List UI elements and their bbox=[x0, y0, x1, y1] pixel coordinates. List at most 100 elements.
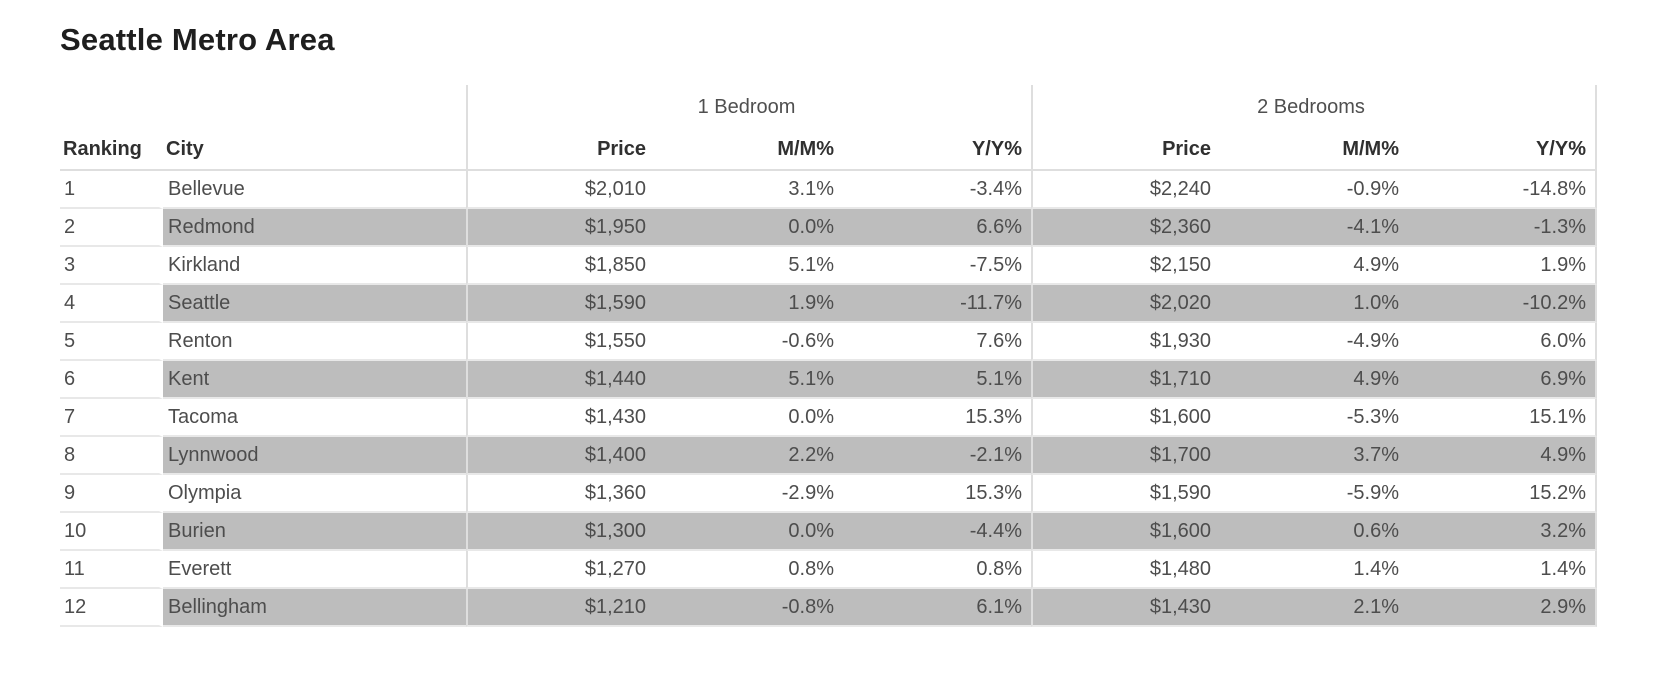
col-header-city: City bbox=[163, 130, 466, 171]
ranking-cell: 11 bbox=[60, 551, 163, 589]
table-row: 1 Bellevue $2,010 3.1% -3.4% $2,240 -0.9% -14.8… bbox=[60, 171, 1597, 209]
ranking-cell: 6 bbox=[60, 361, 163, 399]
1br-yy-cell: 15.3% bbox=[843, 399, 1031, 437]
1br-price-cell: $1,360 bbox=[466, 475, 655, 513]
table-row: 6 Kent $1,440 5.1% 5.1% $1,710 4.9% 6.9% bbox=[60, 361, 1597, 399]
ranking-cell: 9 bbox=[60, 475, 163, 513]
city-cell: Seattle bbox=[163, 285, 466, 323]
2br-price-cell: $2,360 bbox=[1031, 209, 1220, 247]
1br-price-cell: $1,550 bbox=[466, 323, 655, 361]
1br-mm-cell: 0.0% bbox=[655, 399, 843, 437]
group-header-spacer bbox=[60, 85, 466, 130]
city-cell: Olympia bbox=[163, 475, 466, 513]
2br-yy-cell: 6.0% bbox=[1408, 323, 1597, 361]
city-cell: Burien bbox=[163, 513, 466, 551]
city-cell: Everett bbox=[163, 551, 466, 589]
col-header-1br-price: Price bbox=[466, 130, 655, 171]
table-row: 12 Bellingham $1,210 -0.8% 6.1% $1,430 2.1% 2.9… bbox=[60, 589, 1597, 627]
city-cell: Redmond bbox=[163, 209, 466, 247]
1br-mm-cell: 0.8% bbox=[655, 551, 843, 589]
table-body: 1 Bellevue $2,010 3.1% -3.4% $2,240 -0.9% -14.8… bbox=[60, 171, 1597, 627]
group-header-1-bedroom: 1 Bedroom bbox=[466, 85, 1031, 130]
2br-price-cell: $1,930 bbox=[1031, 323, 1220, 361]
1br-mm-cell: 5.1% bbox=[655, 247, 843, 285]
2br-price-cell: $1,600 bbox=[1031, 399, 1220, 437]
table-row: 2 Redmond $1,950 0.0% 6.6% $2,360 -4.1% -1.3% bbox=[60, 209, 1597, 247]
table-row: 4 Seattle $1,590 1.9% -11.7% $2,020 1.0% -10.2% bbox=[60, 285, 1597, 323]
1br-yy-cell: 0.8% bbox=[843, 551, 1031, 589]
city-cell: Bellingham bbox=[163, 589, 466, 627]
table-row: 3 Kirkland $1,850 5.1% -7.5% $2,150 4.9% 1.9% bbox=[60, 247, 1597, 285]
2br-yy-cell: -14.8% bbox=[1408, 171, 1597, 209]
1br-mm-cell: 3.1% bbox=[655, 171, 843, 209]
1br-yy-cell: 7.6% bbox=[843, 323, 1031, 361]
2br-yy-cell: 2.9% bbox=[1408, 589, 1597, 627]
2br-yy-cell: 1.9% bbox=[1408, 247, 1597, 285]
1br-yy-cell: 5.1% bbox=[843, 361, 1031, 399]
2br-price-cell: $1,710 bbox=[1031, 361, 1220, 399]
city-cell: Kirkland bbox=[163, 247, 466, 285]
city-cell: Renton bbox=[163, 323, 466, 361]
1br-price-cell: $1,270 bbox=[466, 551, 655, 589]
1br-mm-cell: 1.9% bbox=[655, 285, 843, 323]
ranking-cell: 10 bbox=[60, 513, 163, 551]
ranking-cell: 4 bbox=[60, 285, 163, 323]
2br-mm-cell: 2.1% bbox=[1220, 589, 1408, 627]
2br-yy-cell: 3.2% bbox=[1408, 513, 1597, 551]
table-row: 8 Lynnwood $1,400 2.2% -2.1% $1,700 3.7% 4.9% bbox=[60, 437, 1597, 475]
1br-mm-cell: -0.8% bbox=[655, 589, 843, 627]
2br-yy-cell: 4.9% bbox=[1408, 437, 1597, 475]
group-header-2-bedrooms: 2 Bedrooms bbox=[1031, 85, 1597, 130]
1br-mm-cell: -2.9% bbox=[655, 475, 843, 513]
2br-mm-cell: 4.9% bbox=[1220, 247, 1408, 285]
2br-mm-cell: -4.9% bbox=[1220, 323, 1408, 361]
ranking-cell: 12 bbox=[60, 589, 163, 627]
1br-price-cell: $1,850 bbox=[466, 247, 655, 285]
1br-price-cell: $1,430 bbox=[466, 399, 655, 437]
2br-yy-cell: -10.2% bbox=[1408, 285, 1597, 323]
1br-mm-cell: 5.1% bbox=[655, 361, 843, 399]
2br-mm-cell: -5.9% bbox=[1220, 475, 1408, 513]
1br-price-cell: $1,210 bbox=[466, 589, 655, 627]
ranking-cell: 5 bbox=[60, 323, 163, 361]
1br-yy-cell: -4.4% bbox=[843, 513, 1031, 551]
2br-price-cell: $1,480 bbox=[1031, 551, 1220, 589]
table-row: 7 Tacoma $1,430 0.0% 15.3% $1,600 -5.3% 15.1% bbox=[60, 399, 1597, 437]
2br-yy-cell: 1.4% bbox=[1408, 551, 1597, 589]
2br-price-cell: $2,020 bbox=[1031, 285, 1220, 323]
1br-yy-cell: 6.6% bbox=[843, 209, 1031, 247]
ranking-cell: 8 bbox=[60, 437, 163, 475]
page-title: Seattle Metro Area bbox=[60, 22, 335, 57]
2br-mm-cell: -0.9% bbox=[1220, 171, 1408, 209]
1br-price-cell: $1,400 bbox=[466, 437, 655, 475]
1br-mm-cell: 2.2% bbox=[655, 437, 843, 475]
2br-price-cell: $1,430 bbox=[1031, 589, 1220, 627]
col-header-1br-yy: Y/Y% bbox=[843, 130, 1031, 171]
1br-mm-cell: 0.0% bbox=[655, 209, 843, 247]
group-header-row: 1 Bedroom 2 Bedrooms bbox=[60, 85, 1597, 130]
city-cell: Bellevue bbox=[163, 171, 466, 209]
table-row: 5 Renton $1,550 -0.6% 7.6% $1,930 -4.9% 6.0% bbox=[60, 323, 1597, 361]
1br-mm-cell: 0.0% bbox=[655, 513, 843, 551]
table-row: 9 Olympia $1,360 -2.9% 15.3% $1,590 -5.9% 15.2% bbox=[60, 475, 1597, 513]
2br-mm-cell: 4.9% bbox=[1220, 361, 1408, 399]
2br-price-cell: $1,600 bbox=[1031, 513, 1220, 551]
column-header-row: Ranking City Price M/M% Y/Y% Price M/M% … bbox=[60, 130, 1597, 171]
1br-yy-cell: 15.3% bbox=[843, 475, 1031, 513]
col-header-2br-mm: M/M% bbox=[1220, 130, 1408, 171]
col-header-2br-yy: Y/Y% bbox=[1408, 130, 1597, 171]
2br-mm-cell: -5.3% bbox=[1220, 399, 1408, 437]
2br-yy-cell: 15.2% bbox=[1408, 475, 1597, 513]
1br-yy-cell: -7.5% bbox=[843, 247, 1031, 285]
1br-price-cell: $1,440 bbox=[466, 361, 655, 399]
2br-mm-cell: 1.4% bbox=[1220, 551, 1408, 589]
table-row: 10 Burien $1,300 0.0% -4.4% $1,600 0.6% 3.2% bbox=[60, 513, 1597, 551]
1br-yy-cell: -3.4% bbox=[843, 171, 1031, 209]
ranking-cell: 1 bbox=[60, 171, 163, 209]
2br-price-cell: $2,150 bbox=[1031, 247, 1220, 285]
2br-price-cell: $1,700 bbox=[1031, 437, 1220, 475]
2br-mm-cell: 1.0% bbox=[1220, 285, 1408, 323]
col-header-2br-price: Price bbox=[1031, 130, 1220, 171]
col-header-1br-mm: M/M% bbox=[655, 130, 843, 171]
1br-yy-cell: -2.1% bbox=[843, 437, 1031, 475]
